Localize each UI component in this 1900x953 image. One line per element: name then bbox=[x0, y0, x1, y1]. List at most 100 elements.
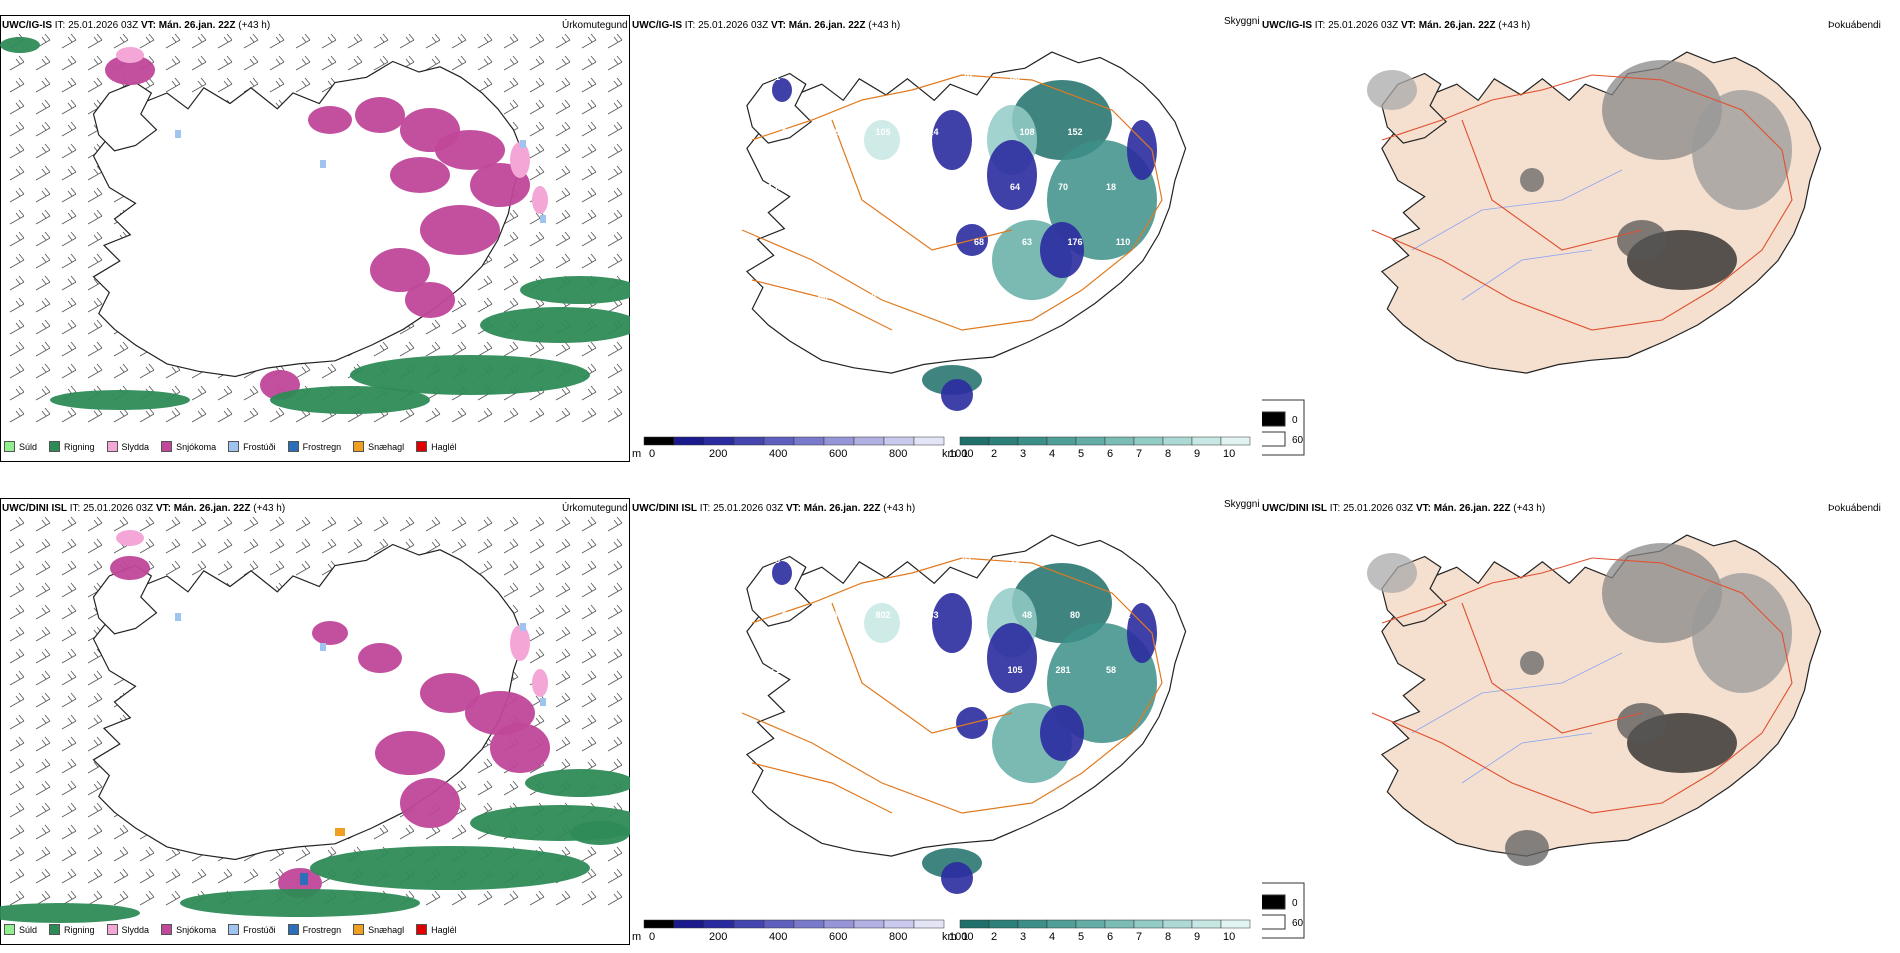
snow-area bbox=[490, 723, 550, 773]
ceiling-value-label: 79 bbox=[722, 182, 732, 192]
ceiling-colorbar-cell bbox=[703, 436, 735, 446]
ceiling-value-label: 75 bbox=[770, 555, 780, 565]
ceiling-tick: 1000 bbox=[949, 931, 973, 943]
ceiling-value-label: 133 bbox=[767, 182, 782, 192]
snow-area bbox=[435, 130, 505, 170]
rain-area bbox=[350, 355, 590, 395]
ceiling-tick: 200 bbox=[709, 448, 727, 460]
ceiling-value-label: 10 bbox=[1010, 555, 1020, 565]
ceiling-value-label: 71 bbox=[770, 665, 780, 675]
freezing-drizzle-area bbox=[520, 623, 526, 631]
lead-time: (+43 h) bbox=[238, 20, 271, 31]
ceiling-value-label: 10 bbox=[866, 292, 876, 302]
snow-area bbox=[375, 731, 445, 775]
ceiling-value-label: 53 bbox=[866, 72, 876, 82]
legend-item: Haglél bbox=[416, 924, 457, 935]
legend-swatch bbox=[228, 441, 240, 452]
fog-legend: 0 60 bbox=[1262, 399, 1305, 456]
legend-label: Rigning bbox=[64, 924, 95, 935]
ceiling-value-label: 69 bbox=[914, 665, 924, 675]
fog-area bbox=[1602, 543, 1722, 643]
snow-area bbox=[420, 205, 500, 255]
road-network bbox=[1371, 557, 1793, 814]
fog-area bbox=[1367, 70, 1417, 110]
visibility-tick: 7 bbox=[1136, 931, 1142, 943]
visibility-tick: 9 bbox=[1194, 931, 1200, 943]
ceiling-colorbar-cell bbox=[913, 436, 945, 446]
ceiling-value-label: 71 bbox=[926, 237, 936, 247]
ceiling-value-label: 43 bbox=[914, 292, 924, 302]
visibility-colorbar-cell bbox=[988, 919, 1019, 929]
ceiling-tick: 600 bbox=[829, 931, 847, 943]
ceiling-tick: 800 bbox=[889, 931, 907, 943]
ceiling-tick: 200 bbox=[709, 931, 727, 943]
fog-area bbox=[1520, 651, 1544, 675]
ceiling-value-label: 64 bbox=[1010, 182, 1020, 192]
ceiling-colorbar-cell bbox=[823, 919, 855, 929]
ceiling-value-label: 65 bbox=[830, 127, 840, 137]
fog-legend-box bbox=[1262, 399, 1305, 456]
map-frame bbox=[0, 15, 630, 462]
visibility-tick: 3 bbox=[1020, 931, 1026, 943]
panel-header: UWC/DINI ISL IT: 25.01.2026 03Z VT: Mán.… bbox=[2, 503, 285, 514]
snow-area bbox=[405, 282, 455, 318]
snow-area bbox=[420, 673, 480, 713]
ceiling-area bbox=[941, 379, 973, 411]
ceiling-value-label: 164 bbox=[1055, 555, 1070, 565]
visibility-colorbar-cell bbox=[1046, 919, 1077, 929]
ceiling-value-label: 288 bbox=[1103, 555, 1118, 565]
legend-swatch bbox=[4, 441, 15, 452]
rain-area bbox=[50, 390, 190, 410]
ceiling-value-label: 178 bbox=[719, 555, 734, 565]
ceiling-value-label: 86 bbox=[782, 610, 792, 620]
legend-swatch bbox=[49, 924, 61, 935]
visibility-colorbar-cell bbox=[1191, 919, 1222, 929]
visibility-colorbar-cell bbox=[1017, 919, 1048, 929]
visibility-tick: 8 bbox=[1165, 448, 1171, 460]
ceiling-value-label: 71 bbox=[770, 292, 780, 302]
ceiling-value-label: 78 bbox=[722, 292, 732, 302]
legend-label: Snæhagl bbox=[368, 924, 405, 935]
visibility-colorbar-cell bbox=[1046, 436, 1077, 446]
snow-area bbox=[358, 643, 402, 673]
river-network bbox=[1411, 652, 1623, 784]
legend-label: Frostúði bbox=[243, 924, 276, 935]
sleet-area bbox=[116, 47, 144, 63]
ceiling-colorbar-cell bbox=[853, 436, 885, 446]
legend-item: Súld bbox=[4, 441, 37, 452]
valid-time-label: VT: bbox=[785, 503, 801, 514]
panel-header: UWC/IG-IS IT: 25.01.2026 03Z VT: Mán. 26… bbox=[2, 20, 270, 31]
legend-swatch bbox=[416, 441, 428, 452]
freezing-drizzle-area bbox=[520, 140, 526, 148]
legend-label: Rigning bbox=[64, 441, 95, 452]
valid-time-label: VT: bbox=[155, 503, 171, 514]
ceiling-value-label: 329 bbox=[731, 237, 746, 247]
ceiling-value-label: 79 bbox=[962, 72, 972, 82]
model-name: UWC/IG-IS bbox=[632, 20, 682, 31]
legend-item: Súld bbox=[4, 924, 37, 935]
snow-area bbox=[355, 97, 405, 133]
legend-label: Slydda bbox=[121, 924, 150, 935]
freezing-drizzle-area bbox=[320, 643, 326, 651]
visibility-colorbar-cell bbox=[959, 919, 990, 929]
rain-area bbox=[270, 386, 430, 414]
freezing-drizzle-area bbox=[175, 130, 181, 138]
legend-item: Frostúði bbox=[228, 924, 276, 935]
legend-item: Slydda bbox=[106, 441, 149, 452]
visibility-colorbar-cell bbox=[1075, 436, 1106, 446]
fog-map: 0 60 bbox=[1262, 51, 1822, 456]
init-time: IT: 25.01.2026 03Z bbox=[54, 20, 139, 31]
rain-area bbox=[0, 903, 140, 923]
legend-item: Frostúði bbox=[228, 441, 276, 452]
ceiling-value-label: 63 bbox=[1022, 237, 1032, 247]
panel-title: Skyggni bbox=[1224, 499, 1260, 510]
ceiling-value-label: 183 bbox=[827, 610, 842, 620]
ceiling-value-label: 34 bbox=[818, 72, 828, 82]
ceiling-colorbar-cell bbox=[913, 919, 945, 929]
init-time: IT: 25.01.2026 03Z bbox=[1329, 503, 1414, 514]
road-network bbox=[741, 557, 1163, 814]
ceiling-colorbar-cell bbox=[643, 436, 675, 446]
init-time: IT: 25.01.2026 03Z bbox=[699, 503, 784, 514]
rain-area bbox=[310, 846, 590, 890]
road-network bbox=[1371, 74, 1793, 331]
